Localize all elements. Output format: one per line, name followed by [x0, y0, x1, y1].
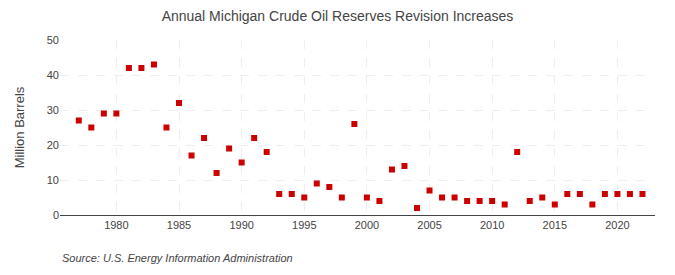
svg-text:2015: 2015 — [543, 219, 567, 231]
svg-text:1995: 1995 — [292, 219, 316, 231]
svg-text:20: 20 — [47, 139, 59, 151]
svg-text:50: 50 — [47, 34, 59, 46]
svg-text:0: 0 — [53, 209, 59, 221]
svg-text:30: 30 — [47, 104, 59, 116]
svg-text:Million Barrels: Million Barrels — [12, 86, 27, 168]
svg-text:Annual Michigan Crude Oil Rese: Annual Michigan Crude Oil Reserves Revis… — [162, 8, 514, 24]
svg-text:10: 10 — [47, 174, 59, 186]
svg-text:1990: 1990 — [229, 219, 253, 231]
svg-text:Source: U.S. Energy Informatio: Source: U.S. Energy Information Administ… — [62, 252, 293, 264]
svg-text:1980: 1980 — [104, 219, 128, 231]
svg-text:40: 40 — [47, 69, 59, 81]
svg-text:2005: 2005 — [417, 219, 441, 231]
svg-text:1985: 1985 — [167, 219, 191, 231]
svg-text:2020: 2020 — [605, 219, 629, 231]
svg-text:2000: 2000 — [355, 219, 379, 231]
svg-text:2010: 2010 — [480, 219, 504, 231]
